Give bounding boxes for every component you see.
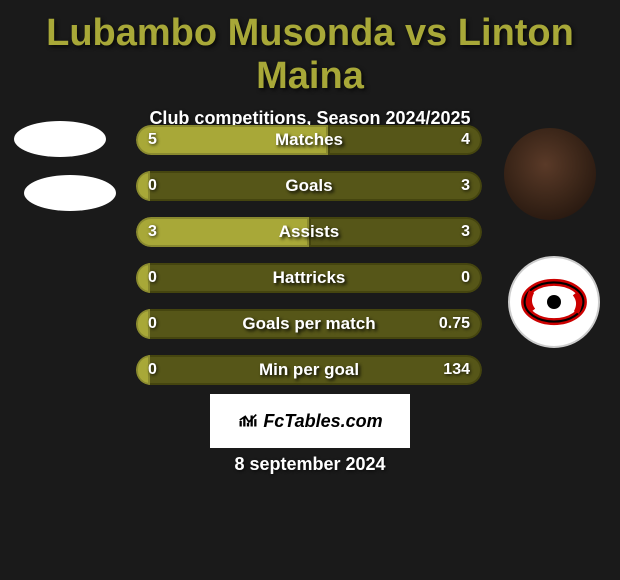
stat-row: 0 Hattricks 0: [136, 263, 482, 293]
stat-row: 5 Matches 4: [136, 125, 482, 155]
team1-logo: [24, 175, 116, 211]
stat-value-left: 5: [148, 131, 157, 149]
stat-label: Assists: [279, 222, 339, 242]
stat-value-left: 3: [148, 223, 157, 241]
stat-value-right: 0.75: [439, 315, 470, 333]
fctables-logo-icon: [237, 410, 259, 432]
stat-label: Goals: [285, 176, 332, 196]
stat-value-right: 3: [461, 177, 470, 195]
stat-value-right: 4: [461, 131, 470, 149]
stat-label: Hattricks: [273, 268, 346, 288]
page-title: Lubambo Musonda vs Linton Maina: [0, 0, 620, 98]
stat-value-left: 0: [148, 361, 157, 379]
player2-avatar: [504, 128, 596, 220]
stats-container: 5 Matches 4 0 Goals 3 3 Assists 3 0 Hattricks 0 0 Goa…: [136, 125, 482, 401]
stat-row: 0 Min per goal 134: [136, 355, 482, 385]
stat-value-right: 3: [461, 223, 470, 241]
stat-value-left: 0: [148, 315, 157, 333]
stat-bar-right: [328, 125, 482, 155]
date-text: 8 september 2024: [234, 454, 385, 475]
stat-label: Matches: [275, 130, 343, 150]
hurricane-logo-icon: [519, 267, 589, 337]
stat-row: 0 Goals 3: [136, 171, 482, 201]
stat-value-right: 134: [443, 361, 470, 379]
player1-avatar: [14, 121, 106, 157]
team2-logo: [508, 256, 600, 348]
stat-row: 3 Assists 3: [136, 217, 482, 247]
fctables-brand-text: FcTables.com: [263, 411, 382, 432]
stat-value-right: 0: [461, 269, 470, 287]
stat-label: Min per goal: [259, 360, 359, 380]
stat-value-left: 0: [148, 269, 157, 287]
stat-value-left: 0: [148, 177, 157, 195]
stat-row: 0 Goals per match 0.75: [136, 309, 482, 339]
fctables-badge: FcTables.com: [210, 394, 410, 448]
stat-label: Goals per match: [242, 314, 375, 334]
